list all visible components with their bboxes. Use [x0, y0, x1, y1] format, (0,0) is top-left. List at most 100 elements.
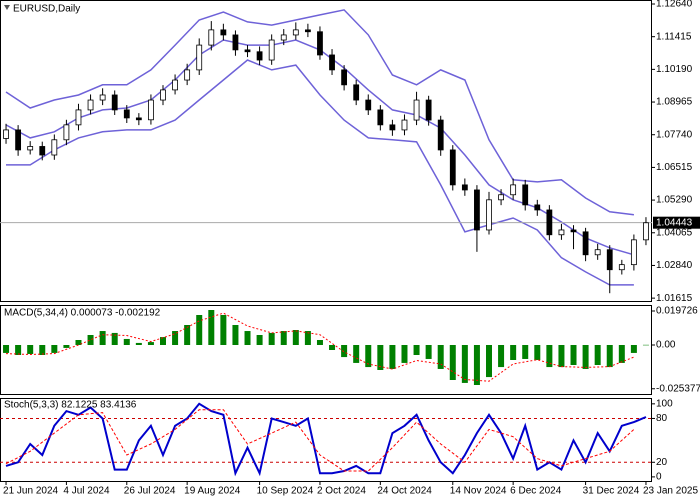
- macd-bar: [594, 345, 601, 365]
- macd-bar: [172, 331, 179, 345]
- candle-body: [582, 231, 589, 256]
- x-tick-label: 10 Sep 2024: [257, 486, 314, 497]
- macd-bar: [123, 338, 130, 345]
- candle-body: [196, 44, 203, 71]
- macd-bar: [75, 340, 82, 345]
- x-tick-label: 6 Dec 2024: [510, 486, 562, 497]
- candle-body: [27, 146, 34, 151]
- candle-body: [111, 94, 118, 111]
- stoch-d: [5, 409, 635, 472]
- y-tick-label: 1.05290: [656, 195, 693, 206]
- macd-bar: [606, 345, 613, 368]
- y-tick-label: 100: [656, 398, 673, 409]
- macd-bar: [15, 345, 22, 355]
- macd-bar: [498, 345, 505, 368]
- candle-body: [594, 249, 601, 256]
- macd-bar: [353, 345, 360, 363]
- candle-body: [292, 29, 299, 36]
- candle-body: [75, 109, 82, 126]
- macd-signal: [5, 312, 635, 382]
- macd-bar: [341, 345, 348, 358]
- x-tick-label: 4 Jul 2024: [63, 486, 110, 497]
- bollinger-upper: [5, 9, 634, 216]
- macd-bar: [280, 331, 287, 345]
- y-tick-label: 1.12640: [656, 0, 693, 10]
- macd-bar: [111, 332, 118, 345]
- macd-bar: [377, 345, 384, 370]
- macd-bar: [522, 345, 529, 359]
- candle-body: [160, 89, 166, 101]
- candle-body: [63, 124, 70, 141]
- candle-body: [51, 139, 58, 156]
- macd-bar: [630, 345, 637, 353]
- macd-bar: [618, 345, 625, 363]
- last-price-box: [653, 216, 700, 229]
- candle-body: [643, 222, 649, 241]
- candle-body: [280, 34, 287, 41]
- candle-body: [329, 54, 335, 71]
- candle-body: [377, 109, 384, 126]
- candle-body: [208, 29, 215, 46]
- macd-bar: [51, 345, 58, 353]
- y-tick-label: 1.04065: [656, 227, 693, 238]
- candle-body: [461, 184, 468, 191]
- macd-bar: [63, 345, 70, 348]
- candle-body: [304, 29, 311, 33]
- candle-body: [449, 149, 456, 186]
- candle-body: [123, 109, 130, 119]
- candle-body: [546, 209, 553, 236]
- bollinger-lower: [6, 59, 634, 286]
- panel-frame: [0, 305, 652, 395]
- x-tick-label: 23 Jan 2025: [643, 486, 698, 497]
- candle-body: [570, 229, 577, 233]
- candle-body: [413, 99, 420, 121]
- candle-body: [317, 31, 323, 56]
- candle-body: [15, 129, 22, 151]
- macd-bar: [473, 345, 480, 385]
- macd-bar: [3, 345, 10, 353]
- y-tick-label: 0.019726: [656, 306, 698, 317]
- macd-bar: [256, 335, 263, 345]
- candle-body: [268, 39, 275, 61]
- y-tick-label: 1.11415: [656, 31, 692, 42]
- macd-bar: [268, 332, 275, 345]
- x-tick-label: 24 Oct 2024: [377, 486, 432, 497]
- macd-bar: [486, 345, 492, 378]
- candle-body: [365, 99, 372, 111]
- y-tick-label: 0.00: [656, 340, 676, 351]
- x-tick-label: 21 Jun 2024: [3, 486, 58, 497]
- candle-body: [522, 184, 529, 206]
- macd-bar: [316, 340, 323, 345]
- candle-body: [498, 194, 504, 201]
- candle-body: [389, 124, 396, 131]
- candle-body: [630, 239, 637, 266]
- chart-title: EURUSD,Daily: [13, 4, 80, 15]
- macd-bar: [558, 345, 565, 368]
- candle-body: [474, 189, 480, 231]
- candle-body: [618, 264, 625, 271]
- panel-frame: [0, 398, 652, 482]
- stoch-k: [5, 402, 647, 477]
- macd-bar: [437, 345, 444, 369]
- macd-title: MACD(5,34,4) 0.000073 -0.002192: [4, 308, 161, 319]
- candle-body: [184, 69, 191, 81]
- candle-body: [135, 117, 142, 121]
- last-price-label: 1.04443: [656, 217, 693, 228]
- candle-body: [425, 99, 432, 121]
- y-tick-label: -0.025377: [656, 383, 700, 394]
- macd-bar: [449, 345, 456, 380]
- candle-body: [401, 119, 408, 131]
- y-tick-label: 0: [656, 472, 662, 483]
- candle-body: [486, 199, 492, 231]
- candle-body: [220, 29, 227, 36]
- x-tick-label: 14 Nov 2024: [450, 486, 507, 497]
- y-tick-label: 1.06515: [656, 162, 693, 173]
- macd-bar: [534, 345, 541, 360]
- panel-frame: [0, 0, 652, 302]
- macd-bar: [329, 345, 336, 350]
- macd-bar: [147, 342, 154, 345]
- macd-bar: [244, 331, 251, 345]
- candle-body: [244, 49, 251, 53]
